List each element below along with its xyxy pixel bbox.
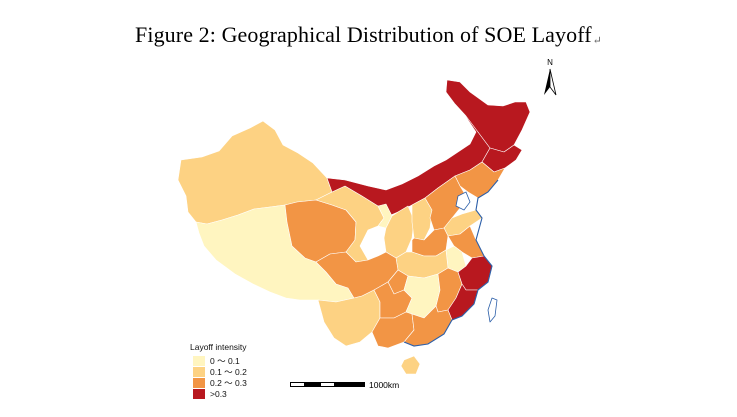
region-heilongjiang	[445, 79, 531, 153]
legend-label: 0 ～ 0.1	[210, 355, 240, 366]
scale-bar: 1000km	[290, 380, 400, 390]
scale-segment	[350, 382, 365, 387]
legend-item: 0 ～ 0.1	[193, 355, 247, 366]
scale-segment	[305, 382, 320, 387]
paragraph-mark-icon: ↵	[592, 35, 602, 47]
legend: Layoff intensity 0 ～ 0.1 0.1 ～ 0.2 0.2 ～…	[190, 342, 247, 399]
legend-swatch	[193, 355, 205, 366]
legend-item: >0.3	[193, 388, 247, 399]
legend-swatch	[193, 377, 205, 388]
legend-label: >0.3	[210, 388, 227, 399]
legend-swatch	[193, 388, 205, 399]
bohai-sea	[455, 191, 471, 211]
legend-label: 0.2 ～ 0.3	[210, 377, 247, 388]
legend-swatch	[193, 366, 205, 377]
north-label: N	[547, 58, 553, 67]
region-taiwan	[487, 297, 498, 323]
figure-title-text: Figure 2: Geographical Distribution of S…	[135, 22, 592, 47]
region-hainan	[400, 355, 421, 375]
figure-title: Figure 2: Geographical Distribution of S…	[0, 22, 737, 48]
scale-label: 1000km	[369, 380, 400, 390]
legend-label: 0.1 ～ 0.2	[210, 366, 247, 377]
coastline	[403, 179, 499, 347]
legend-title: Layoff intensity	[190, 342, 247, 352]
scale-segment	[320, 382, 335, 387]
legend-item: 0.1 ～ 0.2	[193, 366, 247, 377]
scale-segment	[290, 382, 305, 387]
legend-item: 0.2 ～ 0.3	[193, 377, 247, 388]
north-arrow: N	[543, 58, 557, 98]
region-hebei	[424, 175, 467, 231]
north-arrow-icon	[544, 68, 557, 96]
scale-segment	[335, 382, 350, 387]
